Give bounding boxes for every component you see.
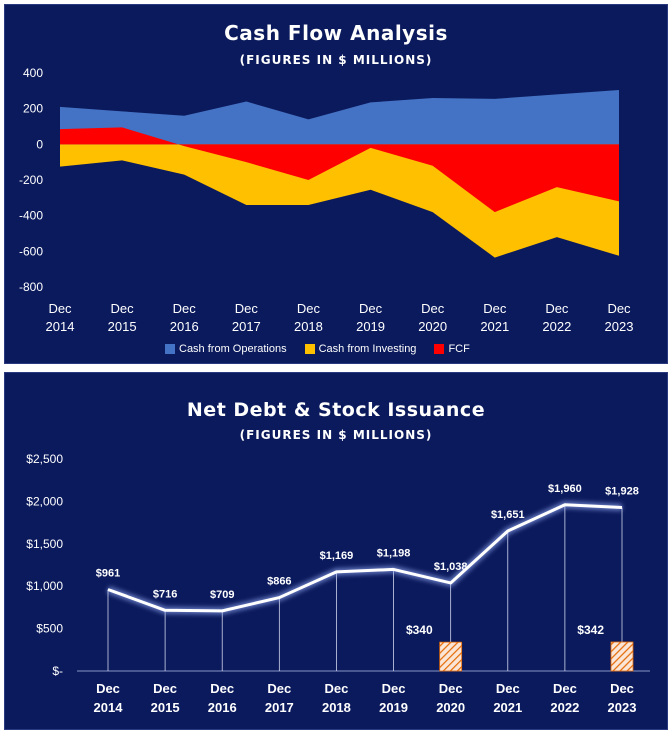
x-tick-label: 2018 xyxy=(322,700,351,715)
x-tick-label: 2015 xyxy=(151,700,180,715)
y-tick-label: $1,000 xyxy=(26,579,63,593)
x-tick-label: 2020 xyxy=(436,700,465,715)
x-tick-label: 2016 xyxy=(208,700,237,715)
net-debt-label: $961 xyxy=(96,568,120,580)
x-tick-label: 2023 xyxy=(608,700,637,715)
x-tick-label: Dec xyxy=(153,681,177,696)
stock-issuance-bar xyxy=(610,641,634,672)
x-tick-label: Dec xyxy=(421,301,445,316)
y-tick-label: $2,000 xyxy=(26,494,63,508)
legend-swatch xyxy=(304,344,315,354)
x-tick-label: Dec xyxy=(483,301,507,316)
net-debt-label: $709 xyxy=(210,589,234,601)
stock-issuance-label: $342 xyxy=(577,623,604,637)
net-debt-label: $1,038 xyxy=(434,561,468,573)
legend-label: FCF xyxy=(448,343,470,355)
legend-item: Cash from Operations xyxy=(165,343,287,355)
x-tick-label: 2014 xyxy=(46,319,75,334)
x-tick-label: Dec xyxy=(48,301,72,316)
y-tick-label: -600 xyxy=(19,244,43,258)
legend-item: Cash from Investing xyxy=(304,343,417,355)
x-tick-label: Dec xyxy=(267,681,291,696)
stock-issuance-label: $340 xyxy=(406,623,433,637)
x-tick-label: Dec xyxy=(359,301,383,316)
legend-label: Cash from Investing xyxy=(318,343,417,355)
y-tick-label: -200 xyxy=(19,173,43,187)
net-debt-label: $866 xyxy=(267,576,291,588)
x-tick-label: Dec xyxy=(297,301,321,316)
net-debt-line-glow xyxy=(106,501,623,615)
x-tick-label: Dec xyxy=(553,681,577,696)
x-tick-label: Dec xyxy=(382,681,406,696)
net-debt-label: $716 xyxy=(153,588,177,600)
x-tick-label: Dec xyxy=(210,681,234,696)
chart-subtitle: (FIGURES IN $ MILLIONS) xyxy=(239,53,433,67)
net-debt-panel: Net Debt & Stock Issuance (FIGURES IN $ … xyxy=(4,372,668,730)
series-area-fcf xyxy=(60,127,619,213)
y-tick-label: -400 xyxy=(19,209,43,223)
series-area-operations xyxy=(60,89,619,145)
y-tick-label: $1,500 xyxy=(26,537,63,551)
x-tick-label: 2018 xyxy=(294,319,323,334)
x-tick-label: Dec xyxy=(610,681,634,696)
x-tick-label: 2014 xyxy=(94,700,124,715)
x-tick-label: 2017 xyxy=(265,700,294,715)
y-tick-label: 400 xyxy=(23,66,43,80)
cash-flow-panel: Cash Flow Analysis (FIGURES IN $ MILLION… xyxy=(4,4,668,364)
y-tick-label: 200 xyxy=(23,102,43,116)
net-debt-label: $1,651 xyxy=(491,509,525,521)
y-tick-label: $2,500 xyxy=(26,452,63,466)
x-tick-label: Dec xyxy=(96,681,120,696)
chart-subtitle: (FIGURES IN $ MILLIONS) xyxy=(239,428,433,442)
net-debt-label: $1,198 xyxy=(377,547,411,559)
y-tick-label: $- xyxy=(52,664,63,678)
legend-swatch xyxy=(165,344,175,354)
stock-issuance-bar xyxy=(439,641,463,672)
cash-flow-chart: 400 200 0 -200 -400 -600 -800 Dec 2014 Dec 2015 Dec… xyxy=(19,66,634,334)
net-debt-label: $1,169 xyxy=(320,550,354,562)
x-tick-label: Dec xyxy=(325,681,349,696)
x-tick-label: 2023 xyxy=(605,319,634,334)
x-tick-label: Dec xyxy=(439,681,463,696)
x-tick-label: Dec xyxy=(496,681,520,696)
x-tick-label: 2015 xyxy=(108,319,137,334)
x-tick-label: 2017 xyxy=(232,319,261,334)
legend-swatch xyxy=(434,344,445,354)
x-tick-label: Dec xyxy=(173,301,197,316)
y-tick-label: -800 xyxy=(19,280,43,294)
legend-label: Cash from Operations xyxy=(179,343,287,355)
x-tick-label: 2021 xyxy=(493,700,522,715)
net-debt-line xyxy=(107,503,623,613)
x-tick-label: 2022 xyxy=(550,700,579,715)
x-tick-label: 2019 xyxy=(379,700,408,715)
net-debt-label: $1,960 xyxy=(548,483,582,495)
chart-title: Cash Flow Analysis xyxy=(224,21,448,45)
x-tick-label: 2020 xyxy=(418,319,447,334)
x-tick-label: Dec xyxy=(111,301,135,316)
net-debt-label: $1,928 xyxy=(605,486,639,498)
x-tick-label: Dec xyxy=(545,301,569,316)
chart-legend: Cash from Operations Cash from Investing… xyxy=(165,343,470,355)
x-tick-label: 2021 xyxy=(480,319,509,334)
x-tick-label: 2016 xyxy=(170,319,199,334)
x-tick-label: 2019 xyxy=(356,319,385,334)
net-debt-chart: $2,500 $2,000 $1,500 $1,000 $500 $- $340 $342 $9… xyxy=(26,452,650,715)
chart-title: Net Debt & Stock Issuance xyxy=(186,399,486,421)
y-tick-label: 0 xyxy=(36,137,43,151)
y-tick-label: $500 xyxy=(36,622,63,636)
legend-item: FCF xyxy=(434,343,470,355)
x-tick-label: Dec xyxy=(607,301,631,316)
x-tick-label: 2022 xyxy=(542,319,571,334)
x-tick-label: Dec xyxy=(235,301,259,316)
